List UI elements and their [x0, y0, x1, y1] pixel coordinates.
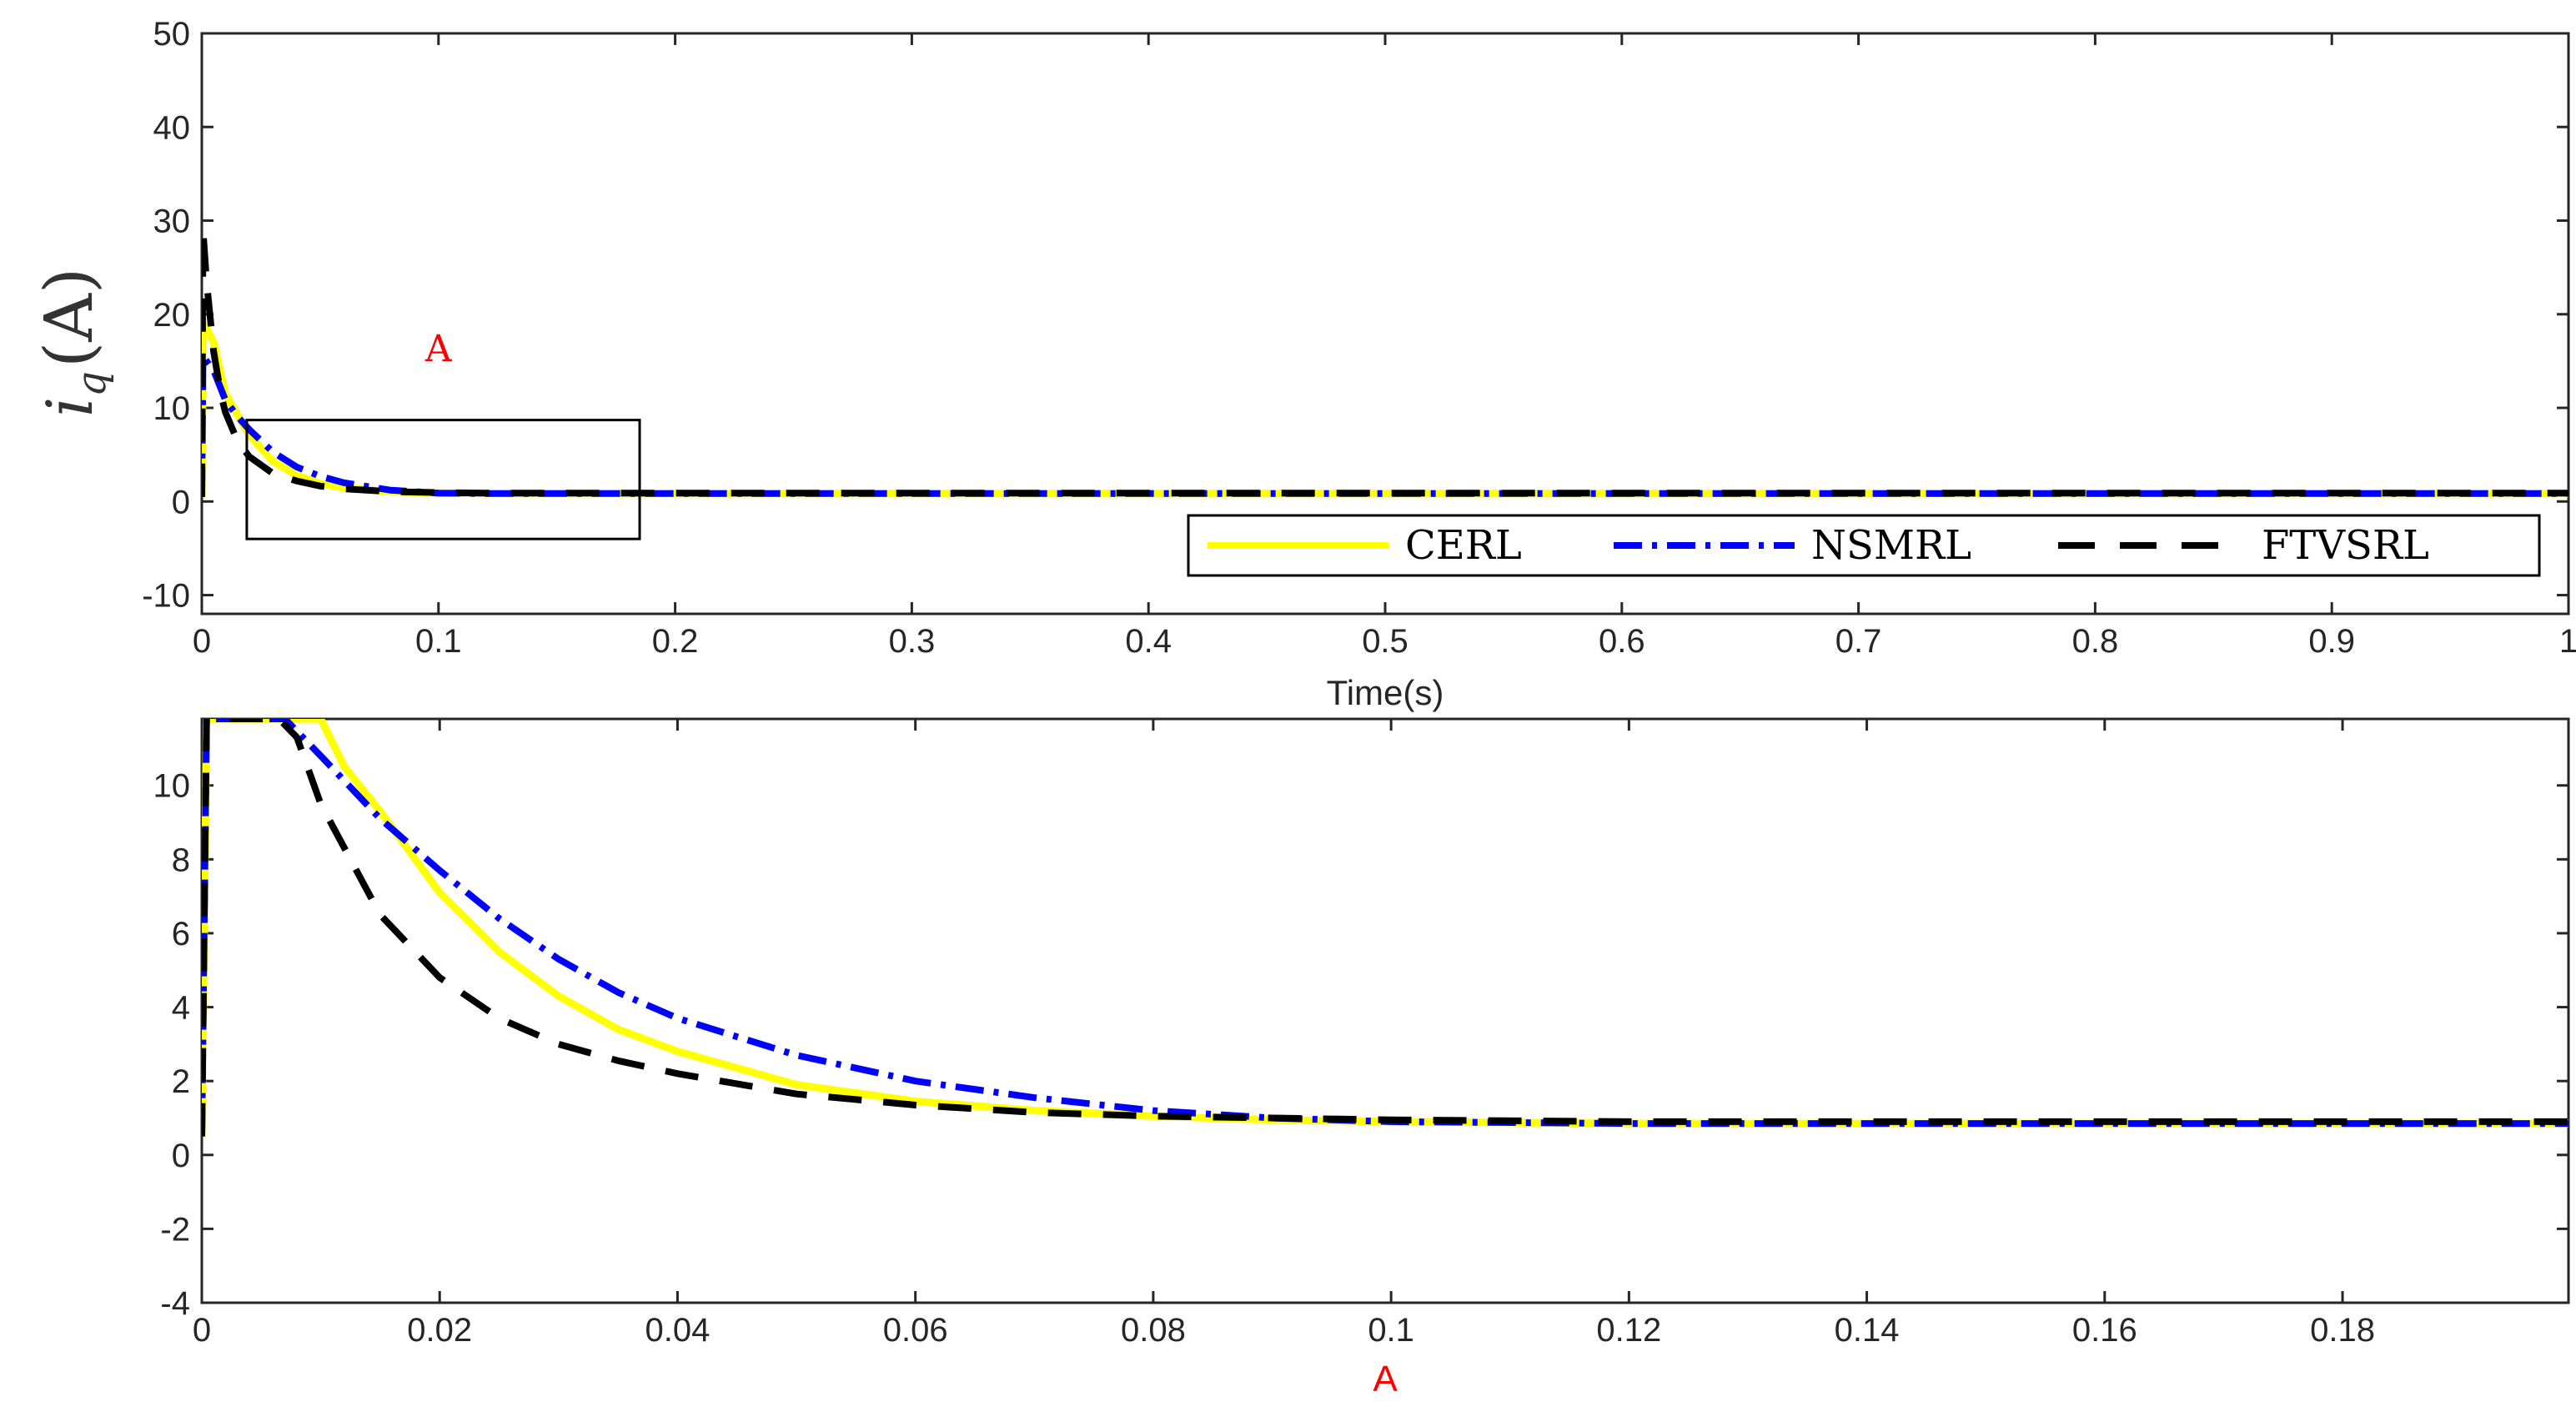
bottom-x-tick-label: 0.08: [1121, 1312, 1186, 1349]
bottom-x-tick-label: 0.06: [883, 1312, 948, 1349]
top-x-tick-label: 0.5: [1362, 623, 1409, 660]
top-y-axis-label: iq (A): [30, 268, 115, 417]
top-x-tick-label: 0.4: [1125, 623, 1172, 660]
top-x-axis-label: Time(s): [1327, 673, 1444, 712]
bottom-y-tick-label: 8: [172, 842, 190, 878]
top-x-tick-labels: 0 0.1 0.2 0.3 0.4 0.5 0.6 0.7 0.8 0.9 1: [193, 623, 2576, 660]
top-y-tick-label: 40: [153, 109, 191, 146]
bottom-x-tick-label: 0.16: [2072, 1312, 2137, 1349]
top-x-tick-label: 0.6: [1599, 623, 1645, 660]
top-series-ftvsrl: [202, 226, 2568, 497]
top-chart: A 0 0.1 0.2 0.3 0.4 0.5 0.6 0.7 0.8 0.9 1 -1001020…: [30, 16, 2576, 712]
top-x-tick-label: 0.8: [2072, 623, 2119, 660]
bottom-y-tick-label: -4: [160, 1285, 190, 1322]
bottom-chart: 0 0.02 0.04 0.06 0.08 0.1 0.12 0.14 0.16 0.18 -4-…: [153, 717, 2570, 1399]
top-x-tick-label: 0.3: [889, 623, 936, 660]
bottom-x-tick-label: 0: [193, 1312, 211, 1349]
zoom-box: [245, 419, 641, 540]
legend-label-ftvsrl: FTVSRL: [2262, 522, 2429, 569]
bottom-y-tick-label: 2: [172, 1063, 190, 1100]
svg-text:iq(A): iq (A): [30, 268, 115, 417]
bottom-x-tick-label: 0.14: [1835, 1312, 1900, 1349]
bottom-series-ftvsrl: [202, 719, 2568, 1137]
bottom-series-nsmrl: [202, 719, 2568, 1137]
top-y-tick-label: 30: [153, 204, 191, 240]
bottom-x-tick-labels: 0 0.02 0.04 0.06 0.08 0.1 0.12 0.14 0.16 0.18: [193, 1312, 2375, 1349]
bottom-y-tick-label: 6: [172, 916, 190, 952]
top-x-tick-label: 0.1: [415, 623, 462, 660]
top-x-tick-label: 0.2: [652, 623, 699, 660]
top-series-group: [202, 226, 2568, 498]
top-x-tick-label: 0: [193, 623, 211, 660]
bottom-y-tick-labels: -4 -2 0 2 4 6 8 10: [153, 768, 191, 1322]
bottom-y-tick-label: 4: [172, 990, 190, 1027]
zoom-annotation-label: A: [424, 328, 453, 370]
top-x-tick-label: 1: [2559, 623, 2576, 660]
ylabel-unit: (A): [30, 268, 108, 368]
top-axis-ticks: [200, 32, 2570, 614]
bottom-x-tick-label: 0.12: [1596, 1312, 1661, 1349]
top-y-tick-label: 10: [153, 390, 191, 427]
bottom-x-tick-label: 0.04: [645, 1312, 711, 1349]
top-y-tick-label: -10: [142, 578, 190, 615]
bottom-x-tick-label: 0.18: [2310, 1312, 2375, 1349]
bottom-y-tick-label: 0: [172, 1138, 190, 1174]
ylabel-subscript: q: [68, 371, 115, 397]
legend-label-cerl: CERL: [1405, 522, 1522, 569]
top-y-tick-labels: -10 0 10 20 30 40 50: [142, 16, 190, 615]
legend-label-nsmrl: NSMRL: [1811, 522, 1971, 569]
top-x-tick-label: 0.7: [1835, 623, 1882, 660]
bottom-x-tick-label: 0.02: [407, 1312, 472, 1349]
bottom-y-tick-label: -2: [160, 1211, 190, 1248]
top-x-tick-label: 0.9: [2308, 623, 2355, 660]
top-y-tick-label: 0: [172, 484, 190, 520]
bottom-y-tick-label: 10: [153, 768, 191, 805]
bottom-plot-area: [200, 717, 2570, 1304]
bottom-series-group: [202, 719, 2568, 1137]
top-y-tick-label: 20: [153, 297, 191, 334]
bottom-x-axis-label: A: [1373, 1359, 1398, 1399]
legend: CERL NSMRL FTVSRL: [1187, 514, 2541, 577]
bottom-x-tick-label: 0.1: [1368, 1312, 1414, 1349]
top-y-tick-label: 50: [153, 16, 191, 53]
ylabel-symbol: i: [33, 397, 107, 417]
legend-box: [1187, 514, 2541, 577]
